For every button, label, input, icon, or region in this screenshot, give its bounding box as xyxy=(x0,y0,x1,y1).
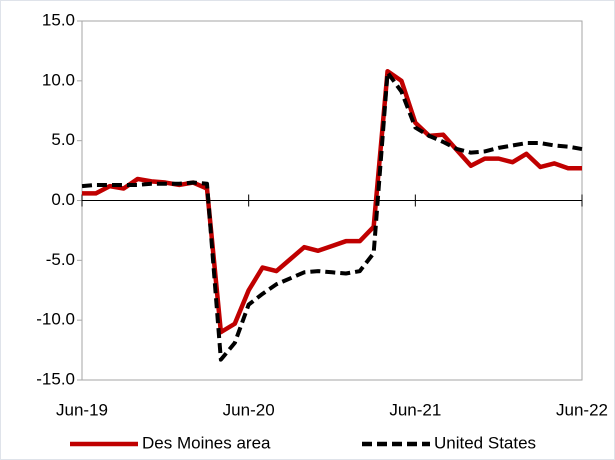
x-tick-label: Jun-22 xyxy=(556,400,608,419)
y-tick-label: 15.0 xyxy=(42,10,75,29)
x-tick-label: Jun-20 xyxy=(223,400,275,419)
legend-label: United States xyxy=(434,433,536,452)
y-tick-label: 5.0 xyxy=(51,130,75,149)
y-tick-label: -15.0 xyxy=(36,369,75,388)
y-tick-label: -5.0 xyxy=(46,250,75,269)
legend-label: Des Moines area xyxy=(142,433,271,452)
y-tick-label: -10.0 xyxy=(36,310,75,329)
x-tick-label: Jun-21 xyxy=(389,400,441,419)
y-tick-label: 10.0 xyxy=(42,70,75,89)
line-series xyxy=(81,70,583,362)
y-tick-label: 0.0 xyxy=(51,190,75,209)
x-tick-label: Jun-19 xyxy=(56,400,108,419)
